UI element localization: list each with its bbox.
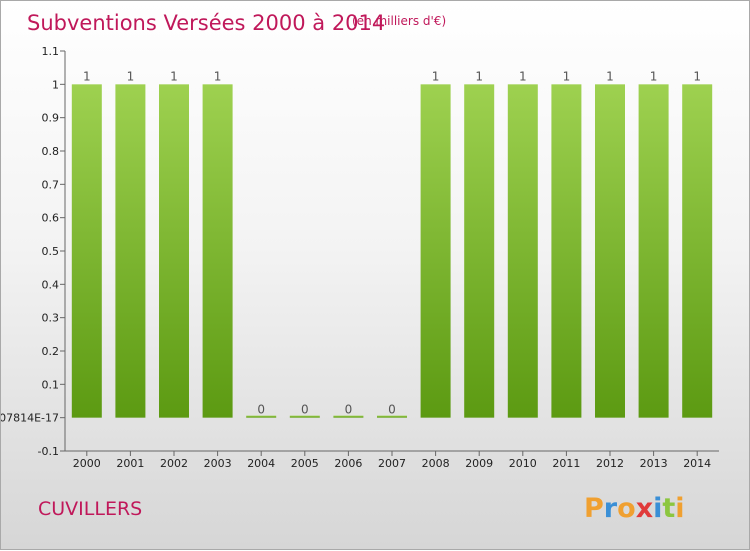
x-tick-label: 2000: [73, 457, 101, 470]
axes: -0.1 07814E-17 0.1 0.2 0.3 0.4 0.5 0.6 0.7 0.8 0.9…: [1, 45, 719, 470]
proxiti-logo: Proxiti: [584, 493, 685, 524]
x-tick-label: 2004: [247, 457, 275, 470]
x-tick-label: 2012: [596, 457, 624, 470]
x-tick-label: 2005: [291, 457, 319, 470]
y-tick-label: 0.6: [42, 212, 60, 225]
data-label: 0: [388, 403, 396, 417]
x-tick-label: 2011: [552, 457, 580, 470]
bar: [289, 415, 320, 418]
x-tick-label: 2001: [116, 457, 144, 470]
bar: [71, 84, 102, 418]
bar: [638, 84, 669, 418]
x-tick-label: 2009: [465, 457, 493, 470]
data-label: 1: [475, 69, 483, 83]
data-label: 1: [650, 69, 658, 83]
commune-name: CUVILLERS: [38, 498, 142, 520]
data-label: 1: [127, 69, 135, 83]
data-label: 1: [170, 69, 178, 83]
y-tick-label: 0.5: [42, 245, 60, 258]
y-tick-label: 0.2: [42, 345, 60, 358]
logo-letter: P: [584, 493, 604, 524]
chart-subtitle: (en milliers d'€): [352, 14, 446, 28]
y-tick-label: 0.4: [42, 278, 60, 291]
data-label: 1: [83, 69, 91, 83]
bar: [595, 84, 625, 418]
x-tick-label: 2014: [683, 457, 711, 470]
logo-letter: r: [604, 493, 618, 524]
data-label: 1: [606, 69, 614, 83]
data-label: 1: [563, 69, 571, 83]
logo-letter: i: [675, 493, 684, 524]
bar: [420, 84, 451, 418]
bar: [682, 84, 713, 418]
bar: [202, 84, 233, 418]
bar: [246, 415, 277, 418]
x-tick-label: 2003: [204, 457, 232, 470]
data-label: 1: [693, 69, 701, 83]
y-tick-label: 1: [52, 78, 59, 91]
data-label: 1: [214, 69, 222, 83]
y-tick-label: -0.1: [38, 445, 59, 458]
data-label: 0: [257, 403, 265, 417]
logo-letter: x: [636, 493, 653, 524]
logo-letter: i: [653, 493, 662, 524]
data-label: 1: [432, 69, 440, 83]
y-tick-label: 07814E-17: [1, 412, 59, 425]
bar: [377, 415, 407, 418]
bar: [464, 84, 495, 418]
bar: [551, 84, 582, 418]
y-tick-label: 1.1: [42, 45, 60, 58]
data-label: 1: [519, 69, 527, 83]
bars: 1 1 1 1 0 0 0 0 1 1 1 1 1 1 1: [71, 69, 713, 418]
y-tick-label: 0.9: [42, 112, 60, 125]
bar: [333, 415, 364, 418]
x-tick-label: 2010: [509, 457, 537, 470]
logo-letter: o: [617, 493, 636, 524]
x-tick-label: 2007: [378, 457, 406, 470]
y-tick-label: 0.8: [42, 145, 60, 158]
bar: [115, 84, 146, 418]
chart-title: Subventions Versées 2000 à 2014: [27, 11, 385, 35]
data-label: 0: [301, 403, 309, 417]
bar: [507, 84, 538, 418]
logo-letter: t: [662, 493, 675, 524]
x-tick-label: 2013: [640, 457, 668, 470]
data-label: 0: [345, 403, 353, 417]
x-tick-label: 2002: [160, 457, 188, 470]
y-tick-label: 0.1: [42, 378, 60, 391]
y-tick-label: 0.3: [42, 312, 60, 325]
bar: [159, 84, 189, 418]
y-tick-label: 0.7: [42, 178, 60, 191]
x-tick-label: 2006: [334, 457, 362, 470]
x-tick-label: 2008: [422, 457, 450, 470]
